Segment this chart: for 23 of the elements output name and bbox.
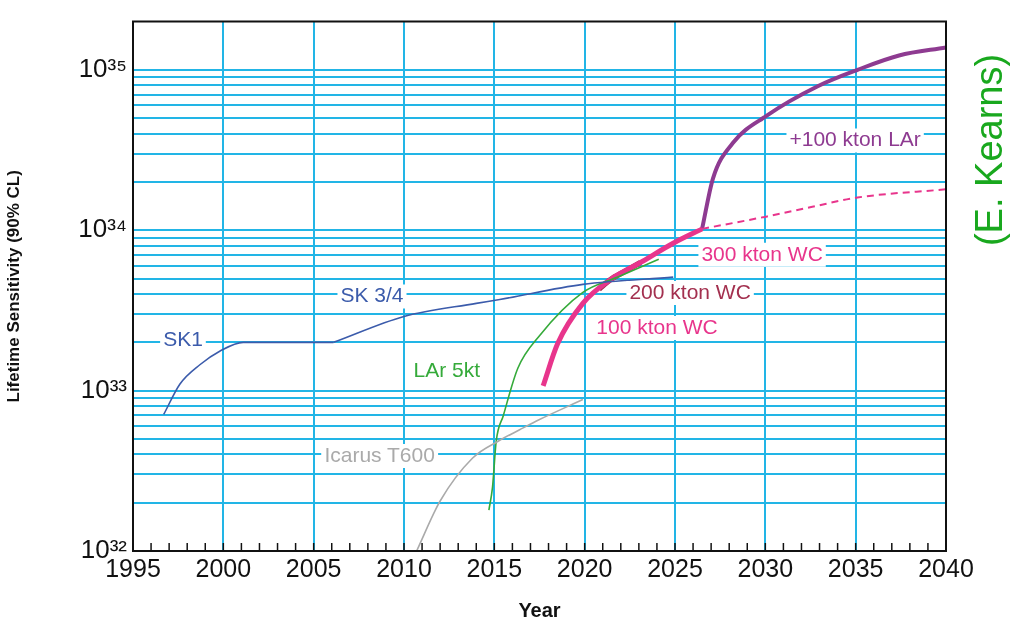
series-label: SK 3/4 bbox=[340, 283, 404, 307]
series-label: 300 kton WC bbox=[701, 241, 823, 265]
x-tick-label: 2035 bbox=[827, 553, 884, 582]
series-label: LAr 5kt bbox=[413, 357, 481, 381]
text: (E. Kearns) bbox=[968, 53, 1011, 247]
y-tick-label: 10³⁵ bbox=[78, 53, 127, 84]
x-axis-title: Year bbox=[518, 598, 561, 621]
x-tick-label: 2015 bbox=[466, 553, 523, 582]
x-tick-label: 2040 bbox=[918, 553, 974, 582]
x-tick-label: 2025 bbox=[647, 553, 703, 582]
series-label: Icarus T600 bbox=[324, 442, 435, 466]
y-tick-label: 10³³ bbox=[80, 373, 128, 404]
x-tick-label: 2000 bbox=[195, 553, 252, 582]
series-label: 200 kton WC bbox=[629, 279, 751, 303]
series-label: +100 kton LAr bbox=[789, 127, 921, 151]
y-axis-title: Lifetime Sensitivity (90% CL) bbox=[3, 170, 23, 403]
x-tick-label: 2030 bbox=[737, 553, 794, 582]
x-tick-label: 2005 bbox=[285, 553, 342, 582]
x-tick-label: 2020 bbox=[556, 553, 613, 582]
y-tick-label: 10³⁴ bbox=[78, 213, 127, 244]
series-label: SK1 bbox=[163, 326, 203, 350]
series-label: 100 kton WC bbox=[596, 314, 718, 338]
x-tick-label: 2010 bbox=[376, 553, 432, 582]
